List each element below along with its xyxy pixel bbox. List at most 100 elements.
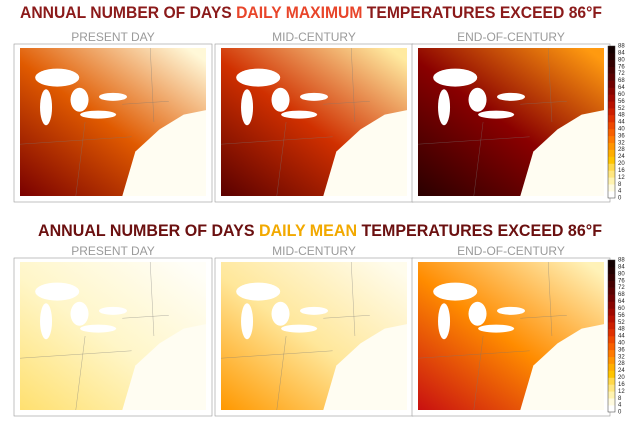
ocean — [122, 324, 206, 410]
lake — [468, 87, 487, 112]
title-part: ANNUAL NUMBER OF DAYS — [38, 221, 259, 240]
colorbar-swatch — [608, 329, 615, 337]
lake — [271, 87, 290, 112]
lake — [99, 306, 127, 315]
lake — [300, 92, 328, 101]
lake — [236, 282, 281, 301]
title-part: DAILY MEAN — [259, 221, 357, 240]
colorbar-swatch — [608, 294, 615, 302]
panel-label: PRESENT DAY — [71, 244, 155, 258]
panel-label: MID-CENTURY — [272, 244, 356, 258]
colorbar-swatch — [608, 301, 615, 309]
lake — [40, 89, 53, 126]
colorbar-tick-label: 64 — [618, 85, 625, 91]
colorbar-swatch — [608, 46, 615, 54]
colorbar-tick-label: 36 — [618, 347, 625, 353]
colorbar-tick-label: 20 — [618, 161, 625, 167]
state-borders — [220, 47, 370, 197]
colorbar-swatch — [608, 266, 615, 275]
colorbar-tick-label: 84 — [618, 50, 625, 56]
lake — [433, 68, 478, 87]
colorbar-swatch — [608, 280, 615, 288]
colorbar-tick-label: 4 — [618, 189, 622, 195]
colorbar-tick-label: 64 — [618, 299, 625, 305]
colorbar-swatch — [608, 142, 615, 150]
colorbar-swatch — [608, 108, 615, 116]
colorbar-tick-label: 84 — [618, 264, 625, 270]
colorbar-swatch — [608, 115, 615, 123]
lake — [478, 324, 515, 333]
lake — [236, 68, 281, 87]
lake — [99, 92, 127, 101]
colorbar-swatch — [608, 191, 615, 199]
map-panel — [411, 43, 611, 203]
colorbar-tick-label: 4 — [618, 403, 622, 409]
state-borders — [220, 261, 370, 411]
colorbar-tick-label: 36 — [618, 133, 625, 139]
colorbar-tick-label: 24 — [618, 154, 625, 160]
state-borders — [417, 47, 567, 197]
colorbar-swatch — [608, 349, 615, 358]
title-part: TEMPERATURES EXCEED 86°F — [362, 3, 602, 22]
colorbar-tick-label: 28 — [618, 147, 625, 153]
lake — [468, 301, 487, 326]
colorbar-swatch — [608, 101, 615, 109]
colorbar-tick-label: 48 — [618, 327, 625, 333]
colorbar-swatch — [608, 177, 615, 185]
map-panel — [13, 43, 213, 203]
lake — [438, 89, 451, 126]
section-title: ANNUAL NUMBER OF DAYS DAILY MAXIMUM TEMP… — [20, 3, 602, 22]
panel-label: END-OF-CENTURY — [457, 244, 565, 258]
colorbar-frame — [607, 259, 616, 413]
colorbar-tick-label: 12 — [618, 389, 625, 395]
colorbar-tick-label: 32 — [618, 140, 625, 146]
map-panel — [214, 257, 414, 417]
ocean — [520, 324, 604, 410]
colorbar-tick-label: 68 — [618, 78, 625, 84]
colorbar-tick-label: 32 — [618, 354, 625, 360]
colorbar-swatch — [608, 336, 615, 344]
colorbar-tick-label: 52 — [618, 320, 625, 326]
colorbar-swatch — [608, 156, 615, 164]
colorbar-tick-label: 24 — [618, 368, 625, 374]
map-panel — [13, 257, 213, 417]
colorbar-swatch — [608, 59, 615, 68]
lake — [35, 68, 80, 87]
section-title: ANNUAL NUMBER OF DAYS DAILY MEAN TEMPERA… — [38, 221, 602, 240]
colorbar-tick-label: 0 — [618, 196, 622, 202]
colorbar-swatch — [608, 273, 615, 282]
lake — [497, 306, 525, 315]
colorbar-tick-label: 76 — [618, 278, 625, 284]
lake — [433, 282, 478, 301]
colorbar-tick-label: 56 — [618, 313, 625, 319]
colorbar-swatch — [608, 308, 615, 316]
colorbar-swatch — [608, 384, 615, 392]
colorbar-tick-label: 0 — [618, 410, 622, 416]
lake — [281, 324, 318, 333]
colorbar-swatch — [608, 342, 615, 351]
colorbar-frame — [607, 45, 616, 199]
map-panel — [214, 43, 414, 203]
colorbar-swatch — [608, 135, 615, 144]
colorbar-tick-label: 12 — [618, 175, 625, 181]
lake — [497, 92, 525, 101]
panel-label: PRESENT DAY — [71, 30, 155, 44]
lake — [241, 303, 254, 340]
colorbar-tick-label: 88 — [618, 44, 625, 50]
colorbar-swatch — [608, 370, 615, 378]
colorbar-tick-label: 88 — [618, 258, 625, 264]
state-borders — [417, 261, 567, 411]
colorbar-tick-label: 72 — [618, 71, 625, 77]
lake — [281, 110, 318, 119]
lake — [438, 303, 451, 340]
title-part: TEMPERATURES EXCEED 86°F — [357, 221, 602, 240]
lake — [241, 89, 254, 126]
colorbar-tick-label: 40 — [618, 126, 625, 132]
colorbar-swatch — [608, 163, 615, 171]
colorbar-tick-label: 40 — [618, 340, 625, 346]
colorbar-swatch — [608, 405, 615, 413]
colorbar-swatch — [608, 94, 615, 102]
colorbar-tick-label: 76 — [618, 64, 625, 70]
colorbar-tick-label: 56 — [618, 99, 625, 105]
